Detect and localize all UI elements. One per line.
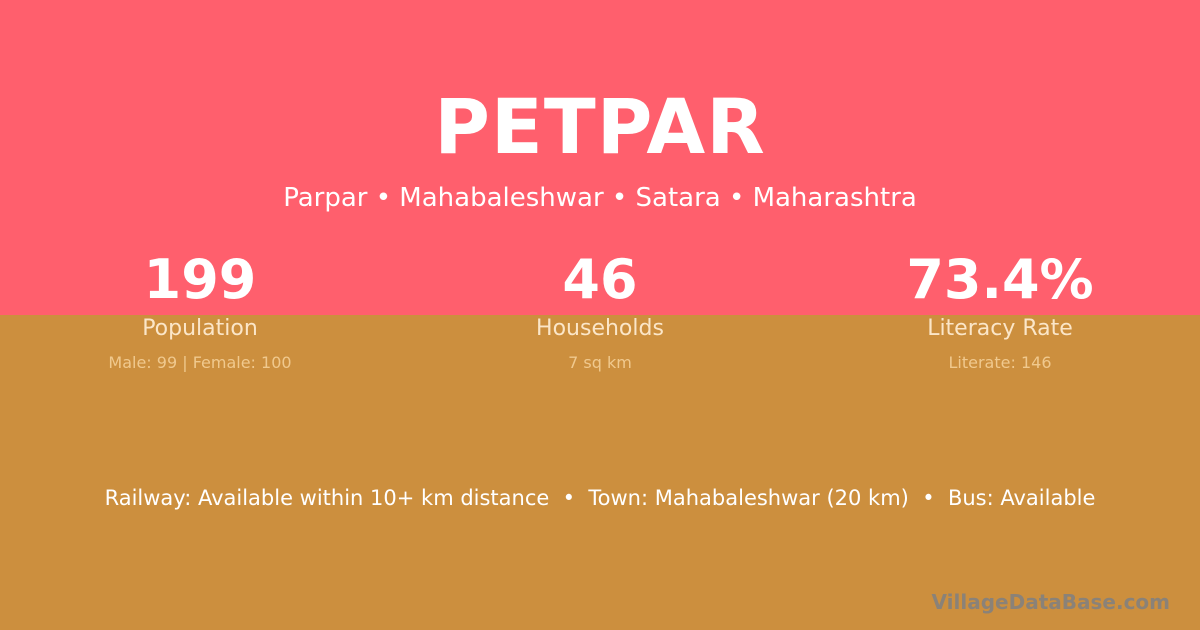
stat-label: Population [142, 316, 258, 341]
stat-detail: Literate: 146 [948, 353, 1052, 372]
stat-value: 46 [562, 248, 638, 311]
stat-label: Literacy Rate [927, 316, 1073, 341]
stat-value: 199 [143, 248, 257, 311]
stat-households: 46 Households 7 sq km [400, 248, 800, 373]
location-breadcrumb: Parpar • Mahabaleshwar • Satara • Mahara… [283, 183, 917, 213]
stat-literacy: 73.4% Literacy Rate Literate: 146 [800, 248, 1200, 373]
stat-detail: 7 sq km [568, 353, 632, 372]
connectivity-info: Railway: Available within 10+ km distanc… [104, 486, 1096, 510]
watermark-logo: VillageDataBase.com [931, 590, 1170, 614]
stat-population: 199 Population Male: 99 | Female: 100 [0, 248, 400, 373]
stat-detail: Male: 99 | Female: 100 [108, 353, 292, 372]
header-band [0, 0, 1200, 315]
footer-band [0, 315, 1200, 630]
village-name: PETPAR [434, 82, 766, 171]
stat-label: Households [536, 316, 664, 341]
stat-value: 73.4% [906, 248, 1094, 311]
